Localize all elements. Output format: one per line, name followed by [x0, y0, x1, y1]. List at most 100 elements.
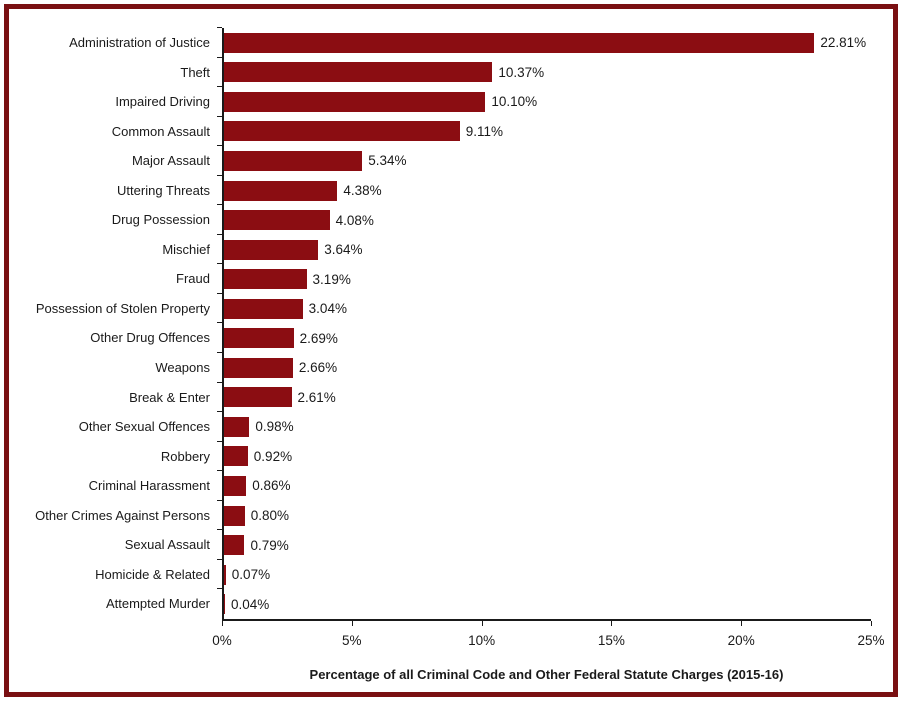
category-label: Fraud	[176, 271, 210, 287]
value-label: 10.37%	[498, 64, 545, 80]
y-axis-tick	[217, 292, 222, 294]
bar	[224, 298, 303, 319]
bar-row: Sexual Assault 0.79%	[9, 529, 871, 560]
bar	[224, 239, 319, 260]
x-axis-tick	[481, 621, 483, 626]
category-label: Other Crimes Against Persons	[35, 507, 210, 523]
value-label: 3.19%	[312, 271, 351, 287]
category-label: Common Assault	[111, 123, 210, 139]
x-tick-label: 5%	[342, 633, 362, 648]
bar-row: Homicide & Related 0.07%	[9, 558, 871, 590]
category-label: Break & Enter	[129, 389, 210, 405]
category-label: Possession of Stolen Property	[35, 300, 210, 316]
x-axis-tick	[222, 621, 223, 626]
value-label: 0.86%	[252, 478, 291, 494]
bar-rows: Administration of Justice 22.81% Theft 10.3…	[9, 27, 871, 619]
bar-area: 0.98%	[217, 411, 871, 442]
y-axis-tick	[217, 204, 222, 206]
y-axis-tick	[217, 145, 222, 147]
bar	[224, 210, 330, 231]
bar-area: 3.04%	[217, 292, 871, 324]
bar-row: Fraud 3.19%	[9, 263, 871, 294]
y-axis-tick	[217, 411, 222, 413]
category-label: Major Assault	[131, 153, 210, 169]
bar-row: Theft 10.37%	[9, 56, 871, 88]
category-label: Other Sexual Offences	[78, 419, 210, 435]
bar-row: Mischief 3.64%	[9, 233, 871, 265]
bar-row: Other Drug Offences 2.69%	[9, 322, 871, 354]
bar-row: Robbery 0.92%	[9, 440, 871, 472]
y-axis-tick	[217, 588, 222, 590]
y-axis-tick	[217, 115, 222, 117]
bar	[224, 416, 250, 437]
bar	[224, 62, 493, 83]
bar-row: Weapons 2.66%	[9, 352, 871, 383]
category-label: Impaired Driving	[115, 94, 210, 110]
y-axis-tick	[217, 322, 222, 324]
bar-row: Other Sexual Offences 0.98%	[9, 411, 871, 442]
bar-area: 9.11%	[217, 115, 871, 147]
bar-row: Major Assault 5.34%	[9, 145, 871, 176]
category-label: Administration of Justice	[69, 34, 210, 50]
value-label: 2.69%	[299, 330, 338, 346]
value-label: 10.10%	[491, 94, 538, 110]
value-label: 0.79%	[250, 537, 289, 553]
bar	[224, 564, 226, 585]
category-label: Uttering Threats	[117, 182, 210, 198]
bar	[224, 387, 292, 408]
y-axis-tick	[217, 56, 222, 58]
category-label: Robbery	[160, 448, 210, 464]
category-label: Criminal Harassment	[88, 478, 210, 494]
bar-area: 4.38%	[217, 174, 871, 206]
value-label: 2.66%	[298, 360, 338, 376]
x-axis-tick	[611, 621, 613, 626]
category-label: Other Drug Offences	[90, 330, 210, 346]
bar	[224, 328, 294, 349]
value-label: 0.92%	[253, 448, 293, 464]
y-axis-tick	[217, 352, 222, 354]
category-label: Homicide & Related	[95, 566, 210, 582]
category-label: Weapons	[155, 359, 210, 375]
bar-area: 22.81%	[217, 27, 871, 58]
y-axis-tick	[217, 470, 222, 472]
bar	[224, 121, 460, 142]
x-tick-label: 15%	[597, 633, 625, 648]
value-label: 3.64%	[324, 242, 363, 258]
bar-area: 10.37%	[217, 56, 871, 88]
y-axis-tick	[217, 381, 222, 383]
x-axis-line	[222, 619, 872, 626]
value-label: 3.04%	[308, 301, 347, 317]
y-axis-tick	[217, 174, 222, 176]
x-tick-label: 25%	[857, 633, 885, 648]
bar-area: 3.64%	[217, 233, 871, 265]
value-label: 0.98%	[255, 419, 294, 435]
bar	[224, 150, 363, 171]
bar-row: Drug Possession 4.08%	[9, 204, 871, 235]
x-axis-tick	[741, 621, 743, 626]
bar	[224, 535, 245, 556]
chart-frame: Administration of Justice 22.81% Theft 10.3…	[4, 4, 898, 697]
bar-row: Other Crimes Against Persons 0.80%	[9, 499, 871, 531]
bar-area: 10.10%	[217, 86, 871, 117]
y-axis-tick	[217, 558, 222, 560]
bar	[224, 357, 293, 378]
bar-area: 0.80%	[217, 499, 871, 531]
y-axis-tick	[217, 263, 222, 265]
value-label: 0.04%	[231, 596, 270, 612]
bar-area: 3.19%	[217, 263, 871, 294]
bar-row: Attempted Murder 0.04%	[9, 588, 871, 619]
bar-area: 0.86%	[217, 470, 871, 501]
bar	[224, 446, 248, 467]
bar-chart: Administration of Justice 22.81% Theft 10.3…	[9, 27, 885, 682]
x-tick-labels: 0% 5% 10% 15% 20% 25%	[212, 621, 884, 667]
value-label: 5.34%	[368, 153, 407, 169]
value-label: 2.61%	[297, 389, 336, 405]
x-axis-tick	[871, 621, 872, 626]
bar-row: Break & Enter 2.61%	[9, 381, 871, 413]
y-axis-tick	[217, 86, 222, 88]
bar-row: Uttering Threats 4.38%	[9, 174, 871, 206]
bar-area: 0.07%	[217, 558, 871, 590]
x-axis-tick	[351, 621, 353, 626]
bar-area: 0.79%	[217, 529, 871, 560]
value-label: 22.81%	[820, 35, 867, 51]
